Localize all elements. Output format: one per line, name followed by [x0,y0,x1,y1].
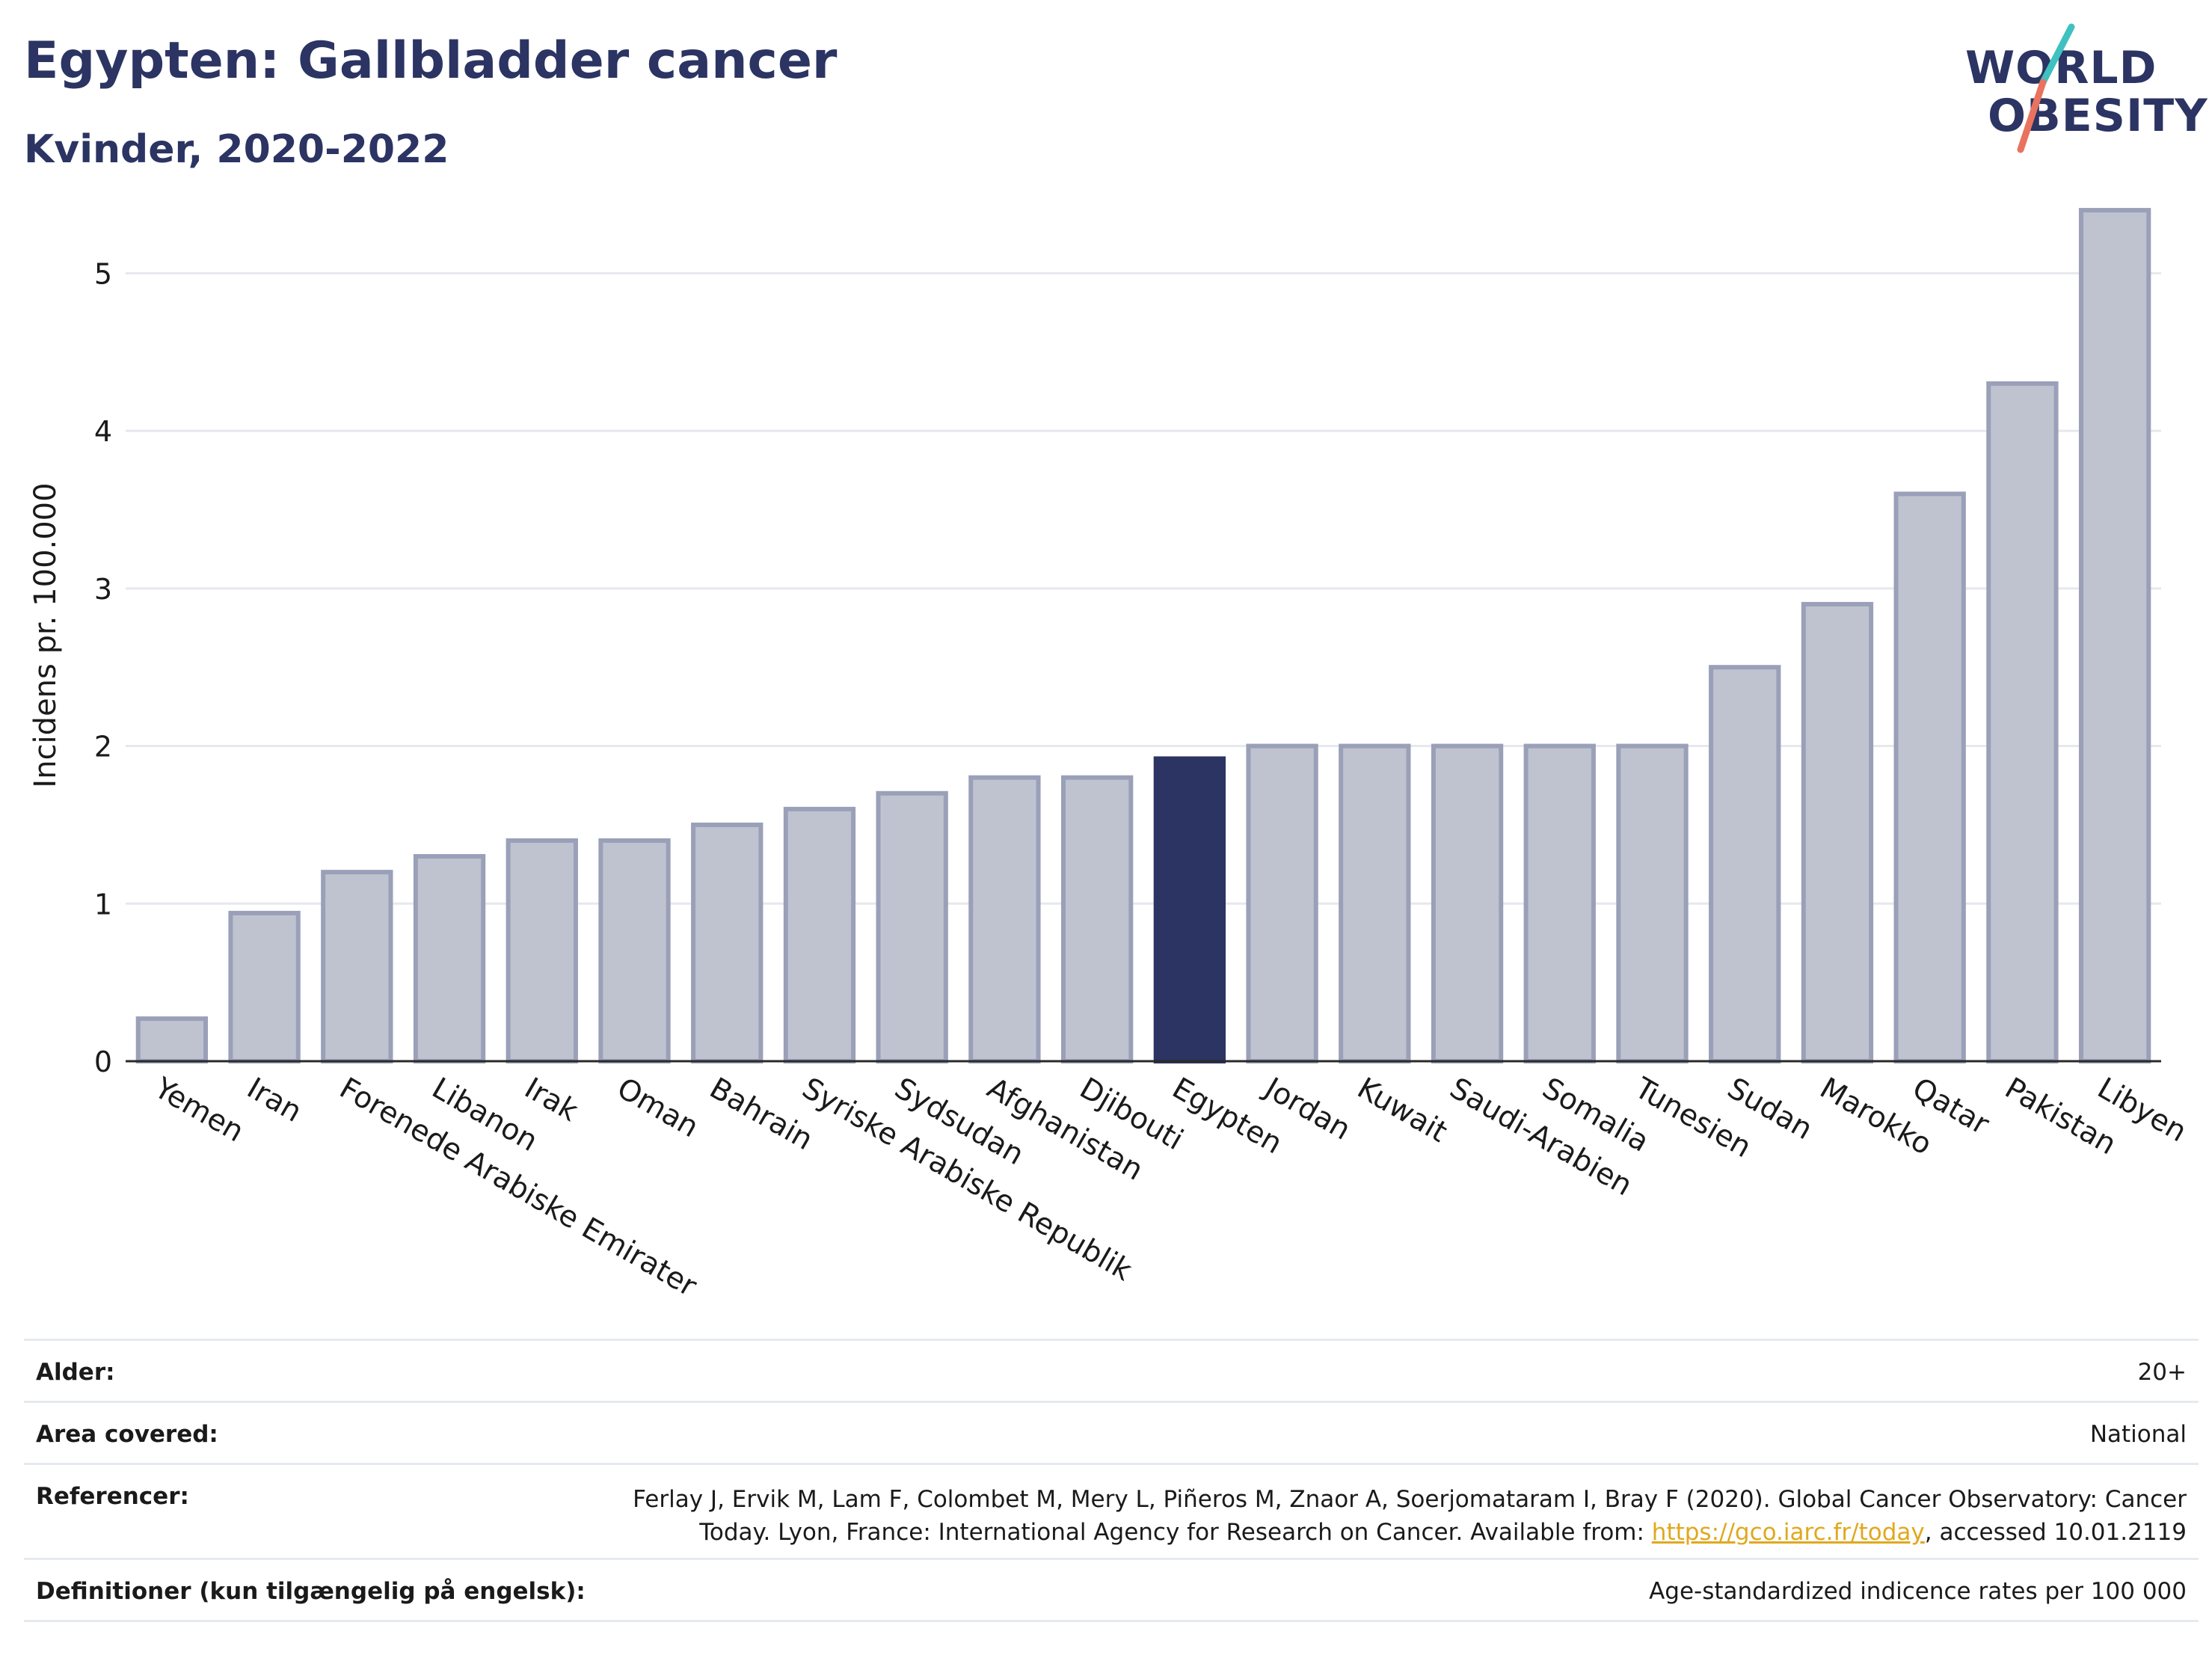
world-obesity-logo: WORLD OBESITY [1959,21,2208,156]
bar-djibouti[interactable] [1060,775,1134,1063]
table-row-age: Alder: 20+ [24,1339,2199,1401]
y-tick-label: 4 [94,415,112,448]
logo-slash-icon [2017,23,2075,153]
x-tick-label: Oman [612,1072,704,1145]
x-tick-label: Bahrain [704,1072,818,1157]
y-tick-label: 1 [94,888,112,921]
bar-forenede-arabiske-emirater[interactable] [321,870,393,1064]
x-tick-label: Iran [242,1072,307,1129]
bars [135,208,2151,1064]
table-row-definitions: Definitioner (kun tilgængelig på engelsk… [24,1558,2199,1622]
references-line2-post: , accessed 10.01.2119 [1924,1519,2187,1546]
x-tick-label: Yemen [148,1071,249,1149]
x-tick-label: Kuwait [1351,1072,1452,1149]
references-link[interactable]: https://gco.iarc.fr/today [1651,1519,1925,1546]
bar-bahrain[interactable] [691,822,764,1063]
bar-pakistan[interactable] [1986,381,2059,1063]
bar-sydsudan[interactable] [876,790,948,1064]
age-label: Alder: [36,1359,115,1386]
y-tick-label: 3 [94,573,112,606]
bar-qatar[interactable] [1893,491,1966,1063]
references-line1: Ferlay J, Ervik M, Lam F, Colombet M, Me… [633,1486,2187,1513]
bar-kuwait[interactable] [1339,743,1411,1064]
y-axis-ticks: 0 1 2 3 4 5 [94,257,112,1078]
bar-oman[interactable] [598,838,671,1063]
bar-sudan[interactable] [1709,665,1781,1063]
chart-title: Egypten: Gallbladder cancer [24,31,838,90]
bar-irak[interactable] [506,838,578,1063]
bar-tunesien[interactable] [1616,743,1689,1064]
bar-egypten[interactable] [1153,756,1226,1063]
bar-libanon[interactable] [413,854,486,1064]
info-table: Alder: 20+ Area covered: National Refere… [24,1339,2199,1622]
bar-marokko[interactable] [1801,601,1874,1063]
definitions-value: Age-standardized indicence rates per 100… [1649,1578,2187,1605]
definitions-label: Definitioner (kun tilgængelig på engelsk… [36,1578,586,1605]
bar-yemen[interactable] [135,1016,209,1063]
table-row-area: Area covered: National [24,1401,2199,1463]
bar-somalia[interactable] [1523,743,1596,1064]
references-line2-pre: Today. Lyon, France: International Agenc… [699,1519,1652,1546]
area-value: National [2089,1421,2187,1448]
y-axis-label: Incidens pr. 100.000 [28,482,63,787]
y-tick-label: 2 [94,731,112,764]
y-tick-label: 0 [94,1045,112,1078]
chart-subtitle: Kvinder, 2020-2022 [24,127,449,172]
bar-libyen[interactable] [2078,208,2151,1063]
bar-saudi-arabien[interactable] [1431,743,1504,1064]
bar-syriske-arabiske-republik[interactable] [783,806,856,1063]
area-label: Area covered: [36,1421,218,1448]
y-tick-label: 5 [94,257,112,290]
references-label: Referencer: [36,1483,189,1510]
x-tick-label: Irak [519,1072,584,1129]
bar-iran[interactable] [228,910,301,1064]
age-value: 20+ [2137,1359,2187,1386]
bar-jordan[interactable] [1246,743,1318,1064]
bar-afghanistan[interactable] [968,775,1041,1063]
table-row-references: Referencer: Ferlay J, Ervik M, Lam F, Co… [24,1463,2199,1558]
references-value: Ferlay J, Ervik M, Lam F, Colombet M, Me… [633,1483,2187,1549]
